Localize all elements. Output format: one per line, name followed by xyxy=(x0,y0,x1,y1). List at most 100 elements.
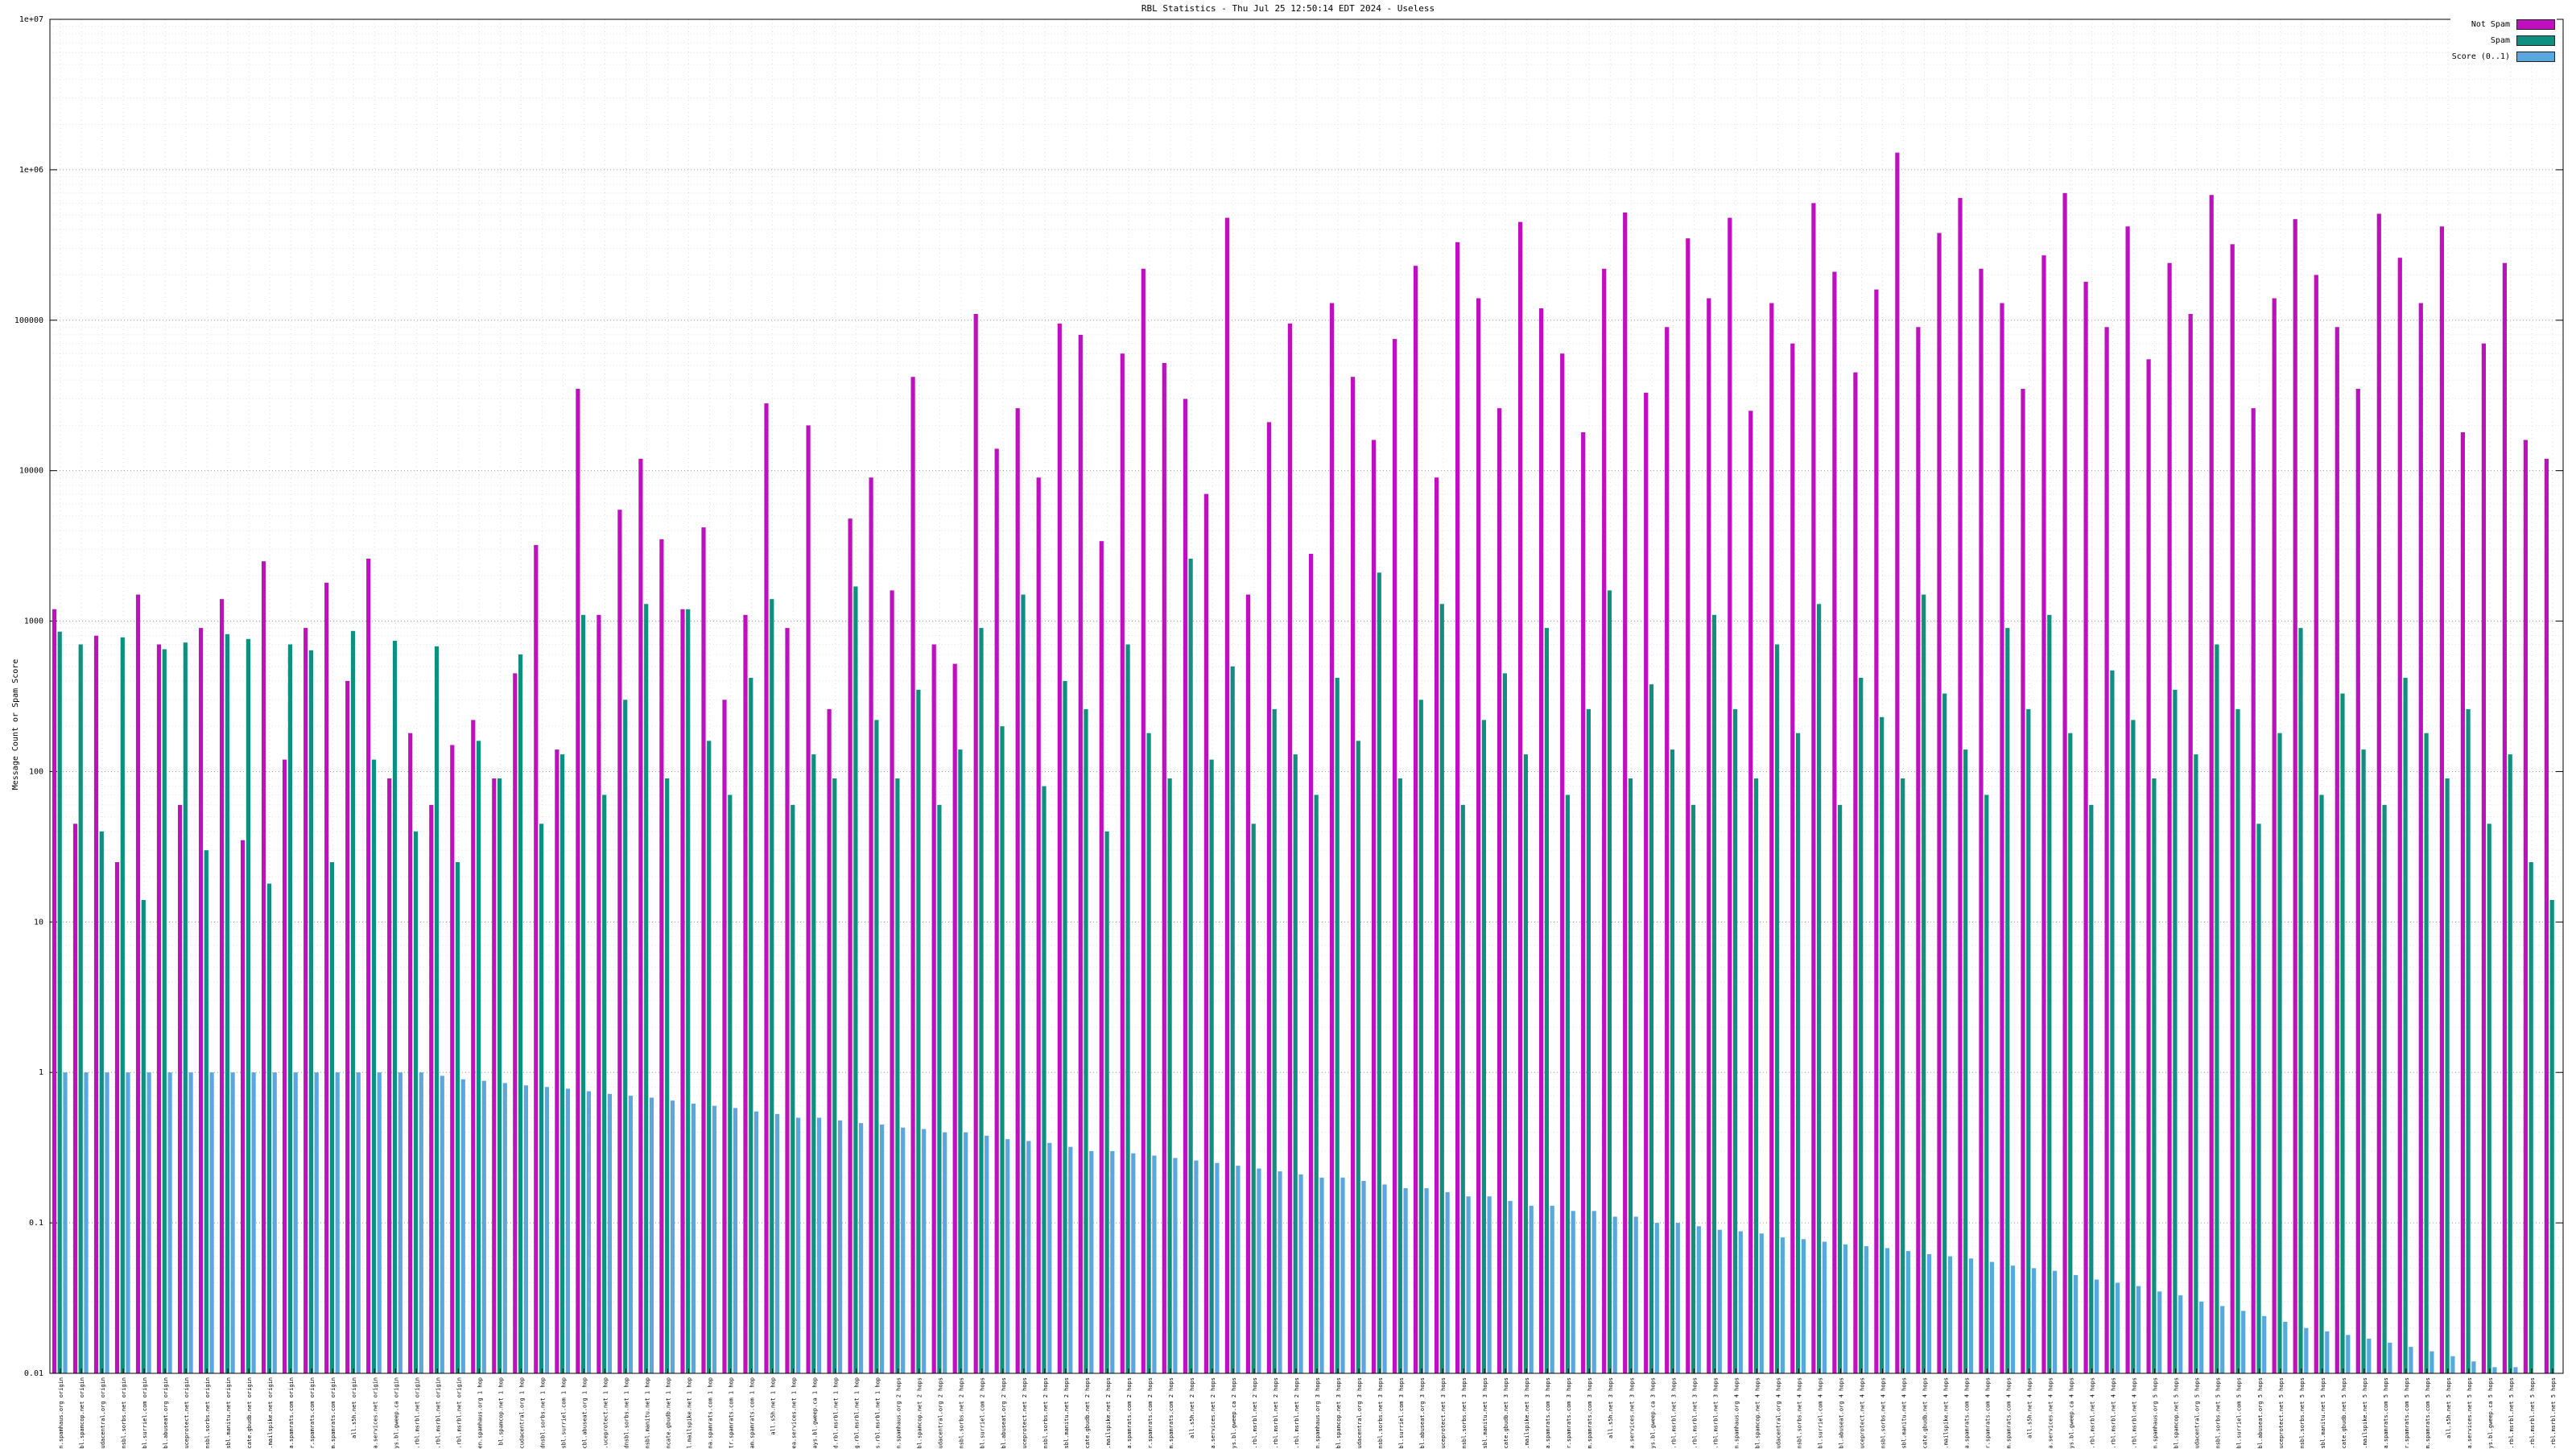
svg-text:1: 1 xyxy=(39,1068,43,1077)
svg-text:zen.spamhaus.org 5 hops: zen.spamhaus.org 5 hops xyxy=(2153,1377,2159,1449)
svg-text:bl.spamcop.net 2 hops: bl.spamcop.net 2 hops xyxy=(917,1377,923,1449)
svg-text:dnsbl-1.uceprotect.net origin: dnsbl-1.uceprotect.net origin xyxy=(184,1377,190,1449)
svg-text:truncate.gbudb.net 3 hops: truncate.gbudb.net 3 hops xyxy=(1503,1377,1509,1449)
svg-text:virus.rbl.msrbl.net 3 hops: virus.rbl.msrbl.net 3 hops xyxy=(1712,1377,1719,1449)
not-spam-swatch-icon xyxy=(2516,19,2555,30)
svg-text:spam.dnsbl.sorbs.net 2 hops: spam.dnsbl.sorbs.net 2 hops xyxy=(1042,1377,1049,1449)
svg-text:combined.rbl.msrbl.net 3 hops: combined.rbl.msrbl.net 3 hops xyxy=(1670,1377,1677,1449)
svg-text:0.1: 0.1 xyxy=(29,1219,43,1228)
score-swatch-icon xyxy=(2516,52,2555,62)
chart-legend: Not Spam Spam Score (0..1) xyxy=(2450,18,2557,64)
svg-text:noptr.spamrats.com origin: noptr.spamrats.com origin xyxy=(309,1377,316,1449)
svg-text:1000: 1000 xyxy=(24,617,43,626)
svg-text:spam.spamrats.com 2 hops: spam.spamrats.com 2 hops xyxy=(1168,1377,1174,1449)
svg-text:0.01: 0.01 xyxy=(24,1369,43,1378)
legend-item-score: Score (0..1) xyxy=(2452,52,2555,62)
svg-text:bl.mailspike.net 2 hops: bl.mailspike.net 2 hops xyxy=(1105,1377,1112,1449)
svg-text:korea.services.net 2 hops: korea.services.net 2 hops xyxy=(1210,1377,1216,1449)
svg-text:ix.dnsbl.manitu.net 1 hop: ix.dnsbl.manitu.net 1 hop xyxy=(645,1377,651,1449)
svg-text:korea.services.net 1 hop: korea.services.net 1 hop xyxy=(791,1377,798,1449)
svg-text:cbl.abuseat.org origin: cbl.abuseat.org origin xyxy=(163,1377,169,1449)
svg-text:spam.spamrats.com 4 hops: spam.spamrats.com 4 hops xyxy=(2006,1377,2013,1449)
svg-text:dnsbl.sorbs.net 4 hops: dnsbl.sorbs.net 4 hops xyxy=(1796,1377,1802,1449)
svg-text:bl.spamcop.net 4 hops: bl.spamcop.net 4 hops xyxy=(1754,1377,1761,1449)
svg-text:spam.dnsbl.sorbs.net 3 hops: spam.dnsbl.sorbs.net 3 hops xyxy=(1461,1377,1468,1449)
svg-text:spam.spamrats.com origin: spam.spamrats.com origin xyxy=(330,1377,336,1449)
svg-text:zen.spamhaus.org origin: zen.spamhaus.org origin xyxy=(58,1377,64,1449)
svg-text:psbl.surriel.com 3 hops: psbl.surriel.com 3 hops xyxy=(1398,1377,1405,1449)
y-axis-label: Message Count or Spam Score xyxy=(11,658,20,791)
svg-text:spam.dnsbl.sorbs.net 1 hop: spam.dnsbl.sorbs.net 1 hop xyxy=(624,1377,630,1449)
svg-text:dyna.spamrats.com 4 hops: dyna.spamrats.com 4 hops xyxy=(1964,1377,1971,1449)
svg-text:all.s5h.net 5 hops: all.s5h.net 5 hops xyxy=(2446,1377,2452,1439)
svg-text:spam.spamrats.com 5 hops: spam.spamrats.com 5 hops xyxy=(2425,1377,2431,1449)
svg-text:psbl.surriel.com 1 hop: psbl.surriel.com 1 hop xyxy=(560,1377,567,1449)
svg-text:zen.spamhaus.org 1 hop: zen.spamhaus.org 1 hop xyxy=(477,1377,483,1449)
svg-text:zen.spamhaus.org 3 hops: zen.spamhaus.org 3 hops xyxy=(1315,1377,1321,1449)
svg-text:b.barracudacentral.org 1 hop: b.barracudacentral.org 1 hop xyxy=(518,1377,525,1449)
svg-text:b.barracudacentral.org 3 hops: b.barracudacentral.org 3 hops xyxy=(1356,1377,1363,1449)
svg-text:ix.dnsbl.manitu.net 3 hops: ix.dnsbl.manitu.net 3 hops xyxy=(1482,1377,1488,1449)
svg-text:korea.services.net 5 hops: korea.services.net 5 hops xyxy=(2467,1377,2473,1449)
svg-text:b.barracudacentral.org 4 hops: b.barracudacentral.org 4 hops xyxy=(1775,1377,1781,1449)
chart-title: RBL Statistics - Thu Jul 25 12:50:14 EDT… xyxy=(1141,3,1435,14)
svg-text:relays.bl.gweep.ca origin: relays.bl.gweep.ca origin xyxy=(393,1377,399,1449)
svg-text:dnsbl.sorbs.net 3 hops: dnsbl.sorbs.net 3 hops xyxy=(1377,1377,1384,1449)
svg-text:truncate.gbudb.net 4 hops: truncate.gbudb.net 4 hops xyxy=(1922,1377,1929,1449)
legend-item-not-spam: Not Spam xyxy=(2471,19,2555,30)
svg-text:psbl.surriel.com 4 hops: psbl.surriel.com 4 hops xyxy=(1817,1377,1823,1449)
svg-text:spam.spamrats.com 1 hop: spam.spamrats.com 1 hop xyxy=(749,1377,756,1449)
svg-text:truncate.gbudb.net 2 hops: truncate.gbudb.net 2 hops xyxy=(1084,1377,1091,1449)
svg-text:ix.dnsbl.manitu.net origin: ix.dnsbl.manitu.net origin xyxy=(225,1377,232,1449)
svg-text:virus.rbl.msrbl.net 1 hop: virus.rbl.msrbl.net 1 hop xyxy=(875,1377,881,1449)
svg-text:bl.spamcop.net origin: bl.spamcop.net origin xyxy=(79,1377,85,1449)
svg-text:relays.bl.gweep.ca 2 hops: relays.bl.gweep.ca 2 hops xyxy=(1231,1377,1237,1449)
svg-text:dnsbl-1.uceprotect.net 5 hops: dnsbl-1.uceprotect.net 5 hops xyxy=(2278,1377,2285,1449)
svg-text:korea.services.net 3 hops: korea.services.net 3 hops xyxy=(1629,1377,1635,1449)
svg-text:psbl.surriel.com 5 hops: psbl.surriel.com 5 hops xyxy=(2236,1377,2243,1449)
svg-text:phishing.rbl.msrbl.net 4 hops: phishing.rbl.msrbl.net 4 hops xyxy=(2111,1377,2117,1449)
svg-text:zen.spamhaus.org 4 hops: zen.spamhaus.org 4 hops xyxy=(1733,1377,1740,1449)
svg-text:all.s5h.net 2 hops: all.s5h.net 2 hops xyxy=(1189,1377,1195,1439)
svg-text:noptr.spamrats.com 4 hops: noptr.spamrats.com 4 hops xyxy=(1985,1377,1992,1449)
svg-text:relays.bl.gweep.ca 4 hops: relays.bl.gweep.ca 4 hops xyxy=(2069,1377,2075,1449)
svg-text:cbl.abuseat.org 4 hops: cbl.abuseat.org 4 hops xyxy=(1838,1377,1844,1449)
legend-label: Score (0..1) xyxy=(2451,52,2510,61)
svg-text:all.s5h.net 3 hops: all.s5h.net 3 hops xyxy=(1608,1377,1614,1439)
svg-text:ix.dnsbl.manitu.net 2 hops: ix.dnsbl.manitu.net 2 hops xyxy=(1063,1377,1070,1449)
svg-text:bl.mailspike.net 5 hops: bl.mailspike.net 5 hops xyxy=(2362,1377,2368,1449)
svg-text:dyna.spamrats.com 1 hop: dyna.spamrats.com 1 hop xyxy=(708,1377,714,1449)
svg-text:spam.dnsbl.sorbs.net 5 hops: spam.dnsbl.sorbs.net 5 hops xyxy=(2299,1377,2306,1449)
svg-text:relays.bl.gweep.ca 5 hops: relays.bl.gweep.ca 5 hops xyxy=(2487,1377,2494,1449)
svg-text:10: 10 xyxy=(34,918,43,927)
svg-text:dnsbl-1.uceprotect.net 3 hops: dnsbl-1.uceprotect.net 3 hops xyxy=(1440,1377,1447,1449)
svg-text:cbl.abuseat.org 1 hop: cbl.abuseat.org 1 hop xyxy=(581,1377,588,1449)
svg-text:cbl.abuseat.org 3 hops: cbl.abuseat.org 3 hops xyxy=(1419,1377,1426,1449)
svg-text:dnsbl.sorbs.net 5 hops: dnsbl.sorbs.net 5 hops xyxy=(2215,1377,2222,1449)
svg-text:virus.rbl.msrbl.net 5 hops: virus.rbl.msrbl.net 5 hops xyxy=(2550,1377,2557,1449)
svg-text:100: 100 xyxy=(29,767,43,776)
svg-text:phishing.rbl.msrbl.net 1 hop: phishing.rbl.msrbl.net 1 hop xyxy=(854,1377,861,1449)
svg-text:1e+07: 1e+07 xyxy=(19,15,43,24)
legend-label: Not Spam xyxy=(2471,20,2510,29)
svg-text:10000: 10000 xyxy=(19,467,43,476)
svg-text:truncate.gbudb.net 5 hops: truncate.gbudb.net 5 hops xyxy=(2341,1377,2347,1449)
svg-text:virus.rbl.msrbl.net 2 hops: virus.rbl.msrbl.net 2 hops xyxy=(1294,1377,1300,1449)
svg-text:virus.rbl.msrbl.net 4 hops: virus.rbl.msrbl.net 4 hops xyxy=(2132,1377,2138,1449)
svg-text:combined.rbl.msrbl.net origin: combined.rbl.msrbl.net origin xyxy=(414,1377,420,1449)
svg-text:korea.services.net 4 hops: korea.services.net 4 hops xyxy=(2048,1377,2054,1449)
svg-text:bl.mailspike.net origin: bl.mailspike.net origin xyxy=(267,1377,274,1449)
svg-text:spam.dnsbl.sorbs.net 4 hops: spam.dnsbl.sorbs.net 4 hops xyxy=(1880,1377,1887,1449)
svg-text:bl.spamcop.net 5 hops: bl.spamcop.net 5 hops xyxy=(2174,1377,2180,1449)
svg-text:dyna.spamrats.com 3 hops: dyna.spamrats.com 3 hops xyxy=(1545,1377,1551,1449)
svg-text:1e+06: 1e+06 xyxy=(19,166,43,175)
svg-text:bl.mailspike.net 3 hops: bl.mailspike.net 3 hops xyxy=(1524,1377,1530,1449)
svg-text:korea.services.net origin: korea.services.net origin xyxy=(372,1377,378,1449)
svg-text:dnsbl-1.uceprotect.net 4 hops: dnsbl-1.uceprotect.net 4 hops xyxy=(1859,1377,1865,1449)
svg-text:combined.rbl.msrbl.net 5 hops: combined.rbl.msrbl.net 5 hops xyxy=(2508,1377,2515,1449)
svg-text:relays.bl.gweep.ca 1 hop: relays.bl.gweep.ca 1 hop xyxy=(812,1377,819,1449)
svg-text:truncate.gbudb.net origin: truncate.gbudb.net origin xyxy=(246,1377,253,1449)
svg-text:spam.spamrats.com 3 hops: spam.spamrats.com 3 hops xyxy=(1587,1377,1593,1449)
svg-text:b.barracudacentral.org 5 hops: b.barracudacentral.org 5 hops xyxy=(2194,1377,2201,1449)
